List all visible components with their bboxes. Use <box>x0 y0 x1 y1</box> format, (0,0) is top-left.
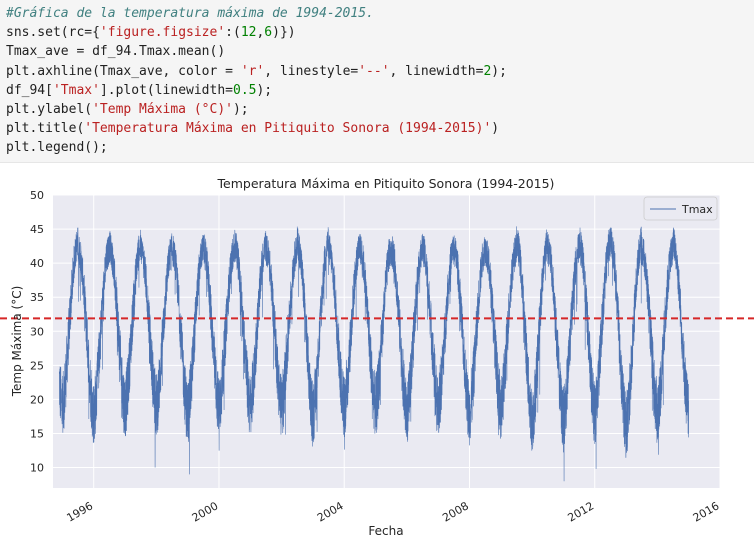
code-token: 12 <box>240 25 257 41</box>
y-tick-label: 20 <box>30 393 44 406</box>
code-line: #Gráfica de la temperatura máxima de 199… <box>6 4 754 23</box>
code-token: plt.ylabel( <box>6 101 93 117</box>
x-axis-label: Fecha <box>368 524 403 538</box>
code-token: ) <box>491 121 500 137</box>
x-tick-label: 2008 <box>440 499 471 524</box>
y-axis-label: Temp Máxima (°C) <box>10 286 24 398</box>
code-token: , <box>256 25 265 41</box>
y-tick-label: 35 <box>30 291 44 304</box>
code-line: Tmax_ave = df_94.Tmax.mean() <box>6 42 754 61</box>
x-tick-labels: 1996 2000 2004 2008 2012 2016 <box>64 499 721 524</box>
code-token: 'Tmax' <box>52 82 100 98</box>
y-tick-label: 30 <box>30 325 44 338</box>
code-token: plt.axhline(Tmax_ave, color = <box>6 63 241 79</box>
legend-label: Tmax <box>681 203 713 216</box>
x-tick-label: 2000 <box>190 499 221 524</box>
code-token: plt.legend(); <box>6 140 108 156</box>
code-token: ); <box>491 63 507 79</box>
y-tick-label: 25 <box>30 359 44 372</box>
y-tick-labels: 10 15 20 25 30 35 40 45 50 <box>30 189 44 475</box>
code-token: ); <box>256 82 273 98</box>
code-token: #Gráfica de la temperatura máxima de 199… <box>6 6 374 21</box>
series-group <box>58 226 689 482</box>
code-line: sns.set(rc={'figure.figsize':(12,6)}) <box>6 23 754 42</box>
x-tick-label: 2012 <box>565 499 596 524</box>
code-line: plt.title('Temperatura Máxima en Pitiqui… <box>6 119 754 138</box>
code-line: plt.ylabel('Temp Máxima (°C)'); <box>6 100 754 119</box>
code-token: 0.5 <box>233 82 257 98</box>
legend: Tmax <box>643 196 718 221</box>
code-token: , linestyle= <box>264 63 359 79</box>
code-token: Tmax_ave = df_94.Tmax.mean() <box>6 44 226 60</box>
code-line: df_94['Tmax'].plot(linewidth=0.5); <box>6 81 754 100</box>
code-token: ].plot(linewidth= <box>99 82 233 98</box>
chart-svg: 10 15 20 25 30 35 40 45 50 1996 2000 2004 2008 2012 2… <box>0 176 754 538</box>
code-token: 2 <box>483 63 492 79</box>
code-token: :( <box>225 25 241 41</box>
tmax-series-line <box>58 226 689 482</box>
code-token: 'Temp Máxima (°C)' <box>92 101 233 117</box>
code-token: 'r' <box>240 63 265 79</box>
y-tick-label: 15 <box>30 427 44 440</box>
code-token: sns.set(rc={ <box>6 25 100 41</box>
code-line: plt.legend(); <box>6 138 754 157</box>
code-cell[interactable]: #Gráfica de la temperatura máxima de 199… <box>0 0 754 163</box>
x-tick-label: 1996 <box>64 499 95 524</box>
code-token: plt.title( <box>6 121 85 137</box>
code-token: df_94[ <box>6 82 53 98</box>
y-tick-label: 40 <box>30 257 44 270</box>
chart-title: Temperatura Máxima en Pitiquito Sonora (… <box>217 176 555 191</box>
y-tick-label: 10 <box>30 462 44 475</box>
code-line: plt.axhline(Tmax_ave, color = 'r', lines… <box>6 62 754 81</box>
x-tick-label: 2004 <box>315 499 346 524</box>
code-token: '--' <box>358 63 390 79</box>
code-token: )}) <box>272 25 296 41</box>
code-token: , linewidth= <box>389 63 484 79</box>
code-token: 'figure.figsize' <box>99 25 226 41</box>
y-tick-label: 45 <box>30 223 44 236</box>
code-token: 'Temperatura Máxima en Pitiquito Sonora … <box>84 121 492 137</box>
legend-box <box>643 196 718 221</box>
code-token: 6 <box>264 25 273 41</box>
plot-output: 10 15 20 25 30 35 40 45 50 1996 2000 2004 2008 2012 2… <box>0 166 754 551</box>
x-tick-label: 2016 <box>691 499 722 524</box>
y-tick-label: 50 <box>30 189 44 202</box>
code-token: ); <box>232 101 249 117</box>
